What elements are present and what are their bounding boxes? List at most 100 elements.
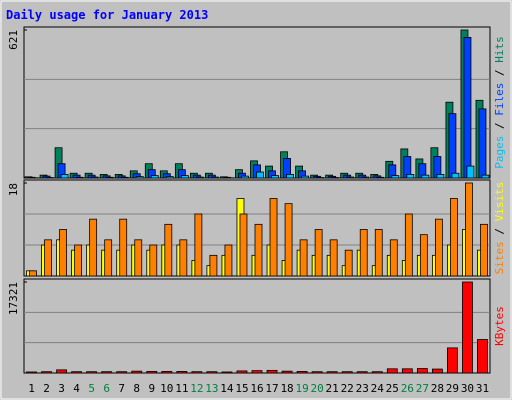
bar bbox=[135, 176, 144, 179]
bar bbox=[239, 213, 248, 277]
legend-separator: / bbox=[493, 221, 506, 241]
bar bbox=[75, 176, 84, 179]
bar bbox=[120, 176, 129, 179]
legend-entry: Files bbox=[493, 83, 506, 116]
legend-entry: Visits bbox=[493, 182, 506, 222]
bar bbox=[149, 244, 158, 277]
legend-entry: KBytes bbox=[493, 306, 506, 346]
bar bbox=[119, 218, 128, 277]
bar bbox=[434, 218, 443, 277]
bar bbox=[361, 176, 370, 179]
x-tick-label: 15 bbox=[235, 382, 248, 395]
bar bbox=[56, 369, 67, 374]
bar bbox=[376, 176, 385, 179]
bar bbox=[150, 175, 159, 179]
x-tick-label: 18 bbox=[280, 382, 293, 395]
bar bbox=[447, 347, 458, 374]
bar bbox=[271, 175, 279, 179]
bar bbox=[465, 182, 473, 277]
x-tick-label: 2 bbox=[43, 382, 50, 395]
bar bbox=[341, 371, 353, 374]
bar bbox=[165, 176, 174, 179]
x-tick-label: 3 bbox=[58, 382, 65, 395]
bar bbox=[463, 36, 472, 179]
bar bbox=[74, 244, 83, 277]
bar bbox=[224, 244, 233, 277]
bar bbox=[466, 165, 475, 179]
bar bbox=[236, 370, 248, 374]
legend-separator: / bbox=[493, 116, 506, 136]
bar bbox=[206, 371, 218, 374]
bar bbox=[195, 176, 204, 179]
legend-separator: / bbox=[493, 63, 506, 83]
bar bbox=[105, 176, 114, 179]
x-tick-label: 24 bbox=[371, 382, 385, 395]
bar bbox=[179, 239, 188, 277]
bar bbox=[131, 370, 143, 374]
chart-title: Daily usage for January 2013 bbox=[6, 8, 208, 22]
bar bbox=[180, 175, 189, 179]
x-tick-label: 7 bbox=[118, 382, 125, 395]
bar bbox=[86, 371, 98, 374]
bar bbox=[44, 239, 52, 277]
bar bbox=[478, 108, 487, 179]
x-tick-label: 17 bbox=[265, 382, 278, 395]
x-tick-label: 5 bbox=[88, 382, 95, 395]
bar bbox=[286, 174, 294, 179]
bar bbox=[301, 175, 309, 179]
bar bbox=[269, 198, 278, 277]
bar bbox=[90, 176, 99, 179]
bar bbox=[356, 371, 368, 374]
x-tick-label: 12 bbox=[190, 382, 203, 395]
bar bbox=[116, 371, 128, 374]
bar bbox=[359, 229, 368, 277]
x-tick-label: 21 bbox=[326, 382, 339, 395]
bar bbox=[311, 371, 323, 374]
bar bbox=[391, 175, 400, 179]
x-tick-label: 11 bbox=[175, 382, 188, 395]
bar bbox=[221, 371, 233, 374]
bar bbox=[71, 371, 83, 374]
y-tick-label: 18 bbox=[7, 183, 20, 196]
bar bbox=[436, 174, 445, 179]
x-tick-label: 6 bbox=[103, 382, 110, 395]
bar bbox=[161, 371, 173, 374]
bar bbox=[241, 175, 249, 179]
bar bbox=[41, 371, 52, 374]
x-tick-label: 14 bbox=[220, 382, 234, 395]
x-tick-label: 20 bbox=[311, 382, 324, 395]
x-tick-label: 1 bbox=[28, 382, 35, 395]
legend: Pages / Files / Hits bbox=[493, 36, 506, 169]
bar bbox=[194, 213, 203, 277]
bar bbox=[419, 234, 428, 277]
legend-entry: Sites bbox=[493, 241, 506, 274]
legend-entry: Pages bbox=[493, 136, 506, 169]
bar bbox=[448, 113, 457, 179]
bar bbox=[176, 371, 188, 374]
bar bbox=[374, 229, 383, 277]
legend-entry: Hits bbox=[493, 36, 506, 63]
x-tick-label: 27 bbox=[416, 382, 429, 395]
bar bbox=[146, 371, 158, 374]
bar bbox=[284, 203, 293, 277]
x-tick-label: 10 bbox=[160, 382, 173, 395]
bar bbox=[26, 371, 37, 374]
bar bbox=[314, 229, 323, 277]
bar bbox=[406, 174, 415, 179]
x-tick-label: 31 bbox=[476, 382, 489, 395]
bar bbox=[296, 371, 308, 374]
plot-area bbox=[23, 26, 491, 179]
x-tick-label: 28 bbox=[431, 382, 444, 395]
bar bbox=[386, 368, 398, 374]
bar bbox=[101, 371, 113, 374]
x-tick-label: 13 bbox=[205, 382, 218, 395]
bar bbox=[29, 270, 37, 277]
x-tick-label: 29 bbox=[446, 382, 459, 395]
bar bbox=[421, 174, 430, 179]
x-tick-label: 19 bbox=[295, 382, 308, 395]
bar bbox=[164, 223, 173, 277]
bar bbox=[299, 239, 308, 277]
y-tick-label: 17321 bbox=[7, 282, 20, 315]
bar bbox=[191, 371, 203, 374]
x-tick-label: 30 bbox=[461, 382, 474, 395]
